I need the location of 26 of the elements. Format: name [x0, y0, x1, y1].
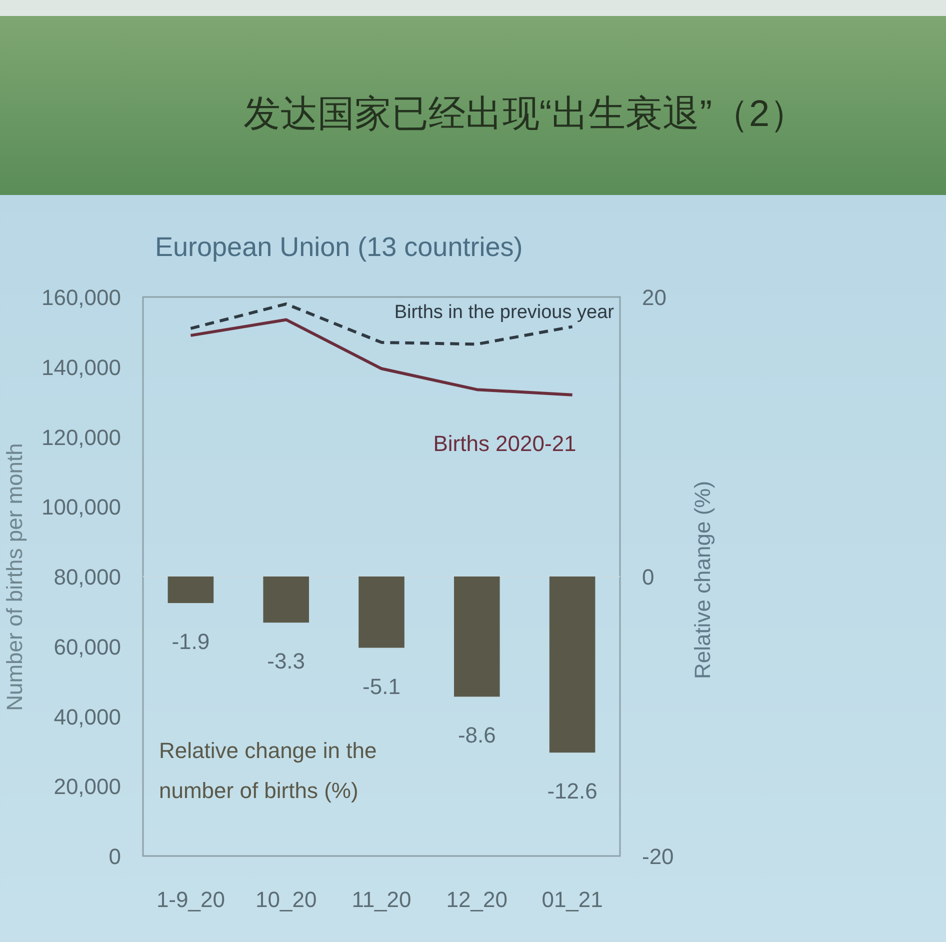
x-tick-label: 11_20 [352, 887, 412, 912]
data-label: -1.9 [172, 629, 210, 654]
y-tick-label: 0 [108, 844, 121, 869]
y2-tick-label: -20 [642, 844, 674, 869]
title: 发达国家已经出现“出生衰退”（2） [243, 93, 807, 134]
y-tick-label: 100,000 [41, 494, 121, 520]
y-tick-label: 140,000 [41, 354, 121, 380]
x-tick-label: 01_21 [542, 887, 603, 912]
y2-tick-label: 0 [642, 564, 654, 590]
x-tick-label: 10_20 [256, 887, 317, 912]
ylabel: Number of births per month [2, 443, 27, 711]
y-tick-label: 20,000 [54, 774, 121, 800]
x-tick-label: 12_20 [446, 887, 508, 912]
data-label: -5.1 [362, 674, 400, 699]
subtitle: European Union (13 countries) [155, 232, 523, 262]
x-tick-label: 1-9_20 [156, 887, 225, 912]
y-tick-label: 40,000 [54, 704, 121, 730]
y-tick-label: 60,000 [54, 634, 121, 660]
data-label: -8.6 [458, 722, 496, 748]
data-label: -12.6 [547, 778, 598, 804]
y-tick-label: 120,000 [41, 424, 121, 450]
y-tick-label: 160,000 [41, 285, 121, 310]
y2-tick-label: 20 [642, 285, 666, 310]
y2label: Relative change (%) [690, 480, 715, 680]
y-tick-label: 80,000 [54, 564, 121, 590]
data-label: -3.3 [267, 648, 306, 674]
